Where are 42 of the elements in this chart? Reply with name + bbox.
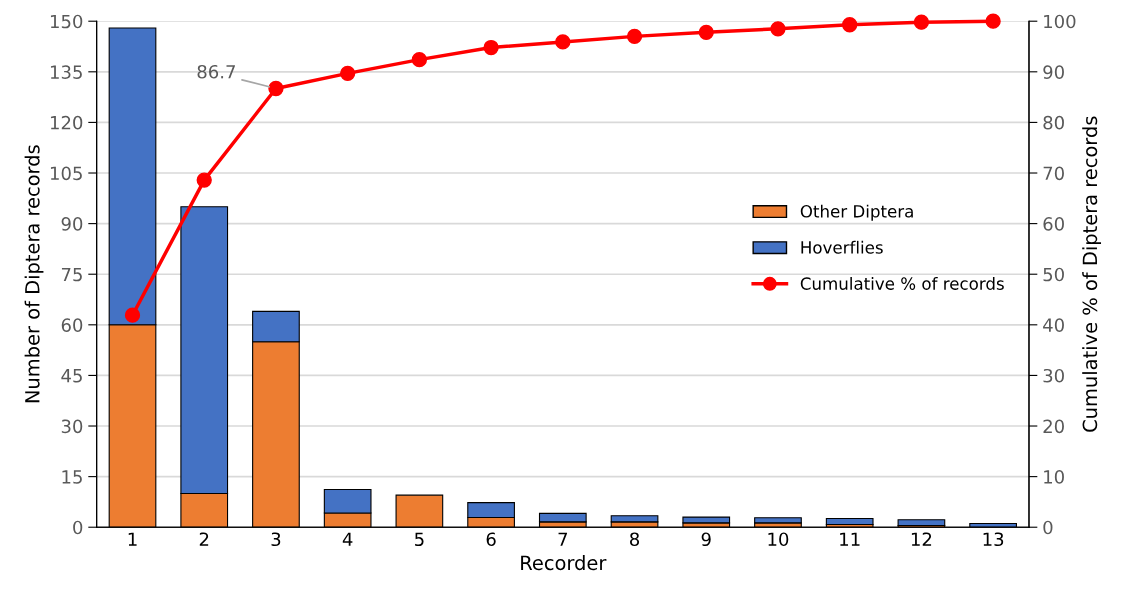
data-label: 86.7: [197, 64, 235, 79]
legend-label: Cumulative % of records: [800, 276, 1004, 290]
x-axis-title: Recorder: [521, 555, 607, 571]
x-tick-label: 6: [486, 532, 496, 547]
y-tick-label: 0: [73, 520, 83, 535]
y-tick-label: 45: [61, 369, 82, 383]
y-tick-label: 15: [62, 470, 82, 484]
y2-tick-label: 100: [1044, 14, 1076, 29]
y2-tick-label: 70: [1043, 166, 1064, 181]
x-tick-label: 5: [415, 532, 424, 547]
y2-tick-label: 10: [1044, 470, 1064, 484]
y-axis-title: Number of Diptera records: [24, 145, 44, 403]
y2-axis-title: Cumulative % of Diptera records: [1082, 116, 1102, 432]
legend-label: Other Diptera: [800, 204, 913, 221]
legend-label: Hoverflies: [801, 240, 883, 254]
x-tick-label: 3: [271, 532, 281, 547]
y2-tick-label: 40: [1043, 318, 1064, 332]
y-tick-label: 90: [61, 217, 83, 231]
x-tick-label: 7: [558, 532, 568, 546]
x-tick-label: 9: [701, 532, 711, 547]
y-tick-label: 60: [61, 318, 83, 332]
y2-tick-label: 80: [1043, 115, 1064, 130]
x-tick-label: 12: [911, 532, 932, 546]
x-tick-label: 1: [128, 532, 137, 546]
y2-tick-label: 20: [1043, 419, 1064, 434]
x-tick-label: 11: [840, 532, 860, 546]
y-tick-label: 135: [50, 65, 82, 79]
x-tick-label: 2: [199, 532, 209, 546]
y2-tick-label: 0: [1043, 520, 1053, 535]
x-tick-label: 10: [768, 532, 789, 547]
y-tick-label: 105: [50, 166, 82, 181]
x-tick-label: 13: [983, 532, 1004, 547]
y2-tick-label: 60: [1043, 217, 1064, 231]
y-tick-label: 150: [50, 14, 83, 29]
x-tick-label: 8: [630, 532, 640, 547]
y-tick-label: 30: [61, 419, 83, 434]
y-tick-label: 75: [61, 267, 82, 282]
y2-tick-label: 50: [1043, 267, 1064, 282]
y2-tick-label: 30: [1043, 368, 1064, 383]
y-tick-label: 120: [50, 115, 83, 130]
y2-tick-label: 90: [1043, 65, 1064, 79]
x-tick-label: 4: [342, 532, 353, 546]
